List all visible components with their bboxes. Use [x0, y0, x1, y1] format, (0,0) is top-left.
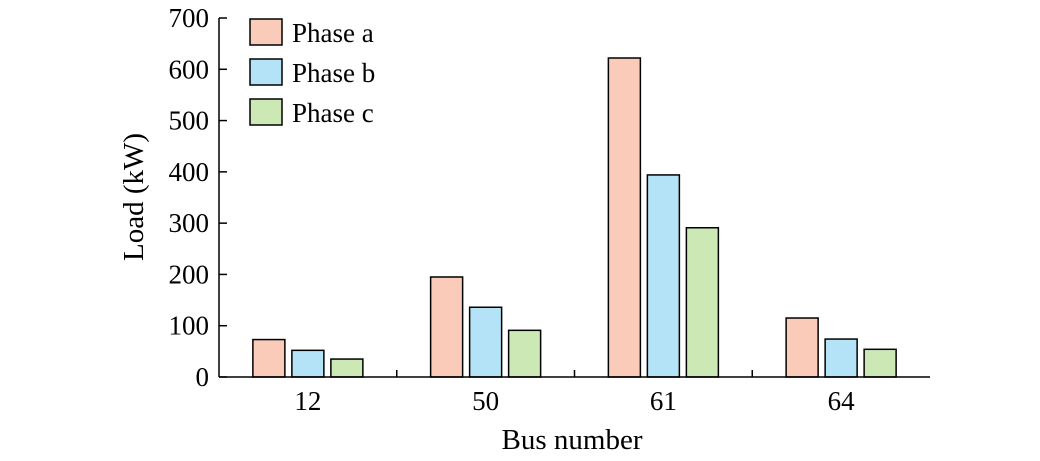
- y-tick-label: 500: [169, 106, 210, 136]
- legend-label-phase-c: Phase c: [292, 98, 374, 128]
- y-tick-label: 0: [196, 362, 210, 392]
- x-tick-label: 64: [828, 386, 856, 416]
- bars: [252, 57, 897, 378]
- bar-phase-b-bus-50: [468, 306, 503, 378]
- bar-phase-c-bus-64: [863, 348, 897, 378]
- y-ticks: 0 100 200 300 400 500 600 700: [169, 3, 227, 392]
- bar-phase-a-bus-61: [607, 57, 642, 378]
- y-tick-label: 200: [169, 259, 210, 289]
- legend: Phase a Phase b Phase c: [249, 18, 375, 128]
- y-tick-label: 400: [169, 157, 210, 187]
- bar-phase-b-bus-12: [291, 349, 325, 378]
- bar-phase-b-bus-61: [646, 174, 681, 378]
- legend-label-phase-a: Phase a: [292, 18, 374, 48]
- x-axis-label: Bus number: [502, 424, 643, 456]
- y-tick-label: 100: [169, 311, 210, 341]
- y-axis-label: Load (kW): [118, 133, 150, 261]
- bar-phase-a-bus-50: [429, 276, 464, 378]
- bar-phase-a-bus-64: [785, 317, 819, 378]
- legend-swatch-phase-c: [249, 98, 283, 126]
- bar-phase-c-bus-12: [330, 358, 364, 378]
- bar-phase-b-bus-64: [824, 338, 858, 378]
- x-tick-label: 12: [294, 386, 321, 416]
- y-tick-label: 600: [169, 54, 210, 84]
- x-ticks: 12 50 61 64: [294, 370, 855, 416]
- y-tick-label: 300: [169, 208, 210, 238]
- bar-phase-c-bus-61: [685, 227, 720, 378]
- x-tick-label: 50: [472, 386, 499, 416]
- x-tick-label: 61: [650, 386, 677, 416]
- bar-phase-a-bus-12: [252, 338, 286, 378]
- legend-label-phase-b: Phase b: [292, 58, 375, 88]
- legend-swatch-phase-a: [249, 18, 283, 46]
- legend-swatch-phase-b: [249, 58, 283, 86]
- y-tick-label: 700: [169, 3, 210, 33]
- bar-phase-c-bus-50: [507, 329, 542, 378]
